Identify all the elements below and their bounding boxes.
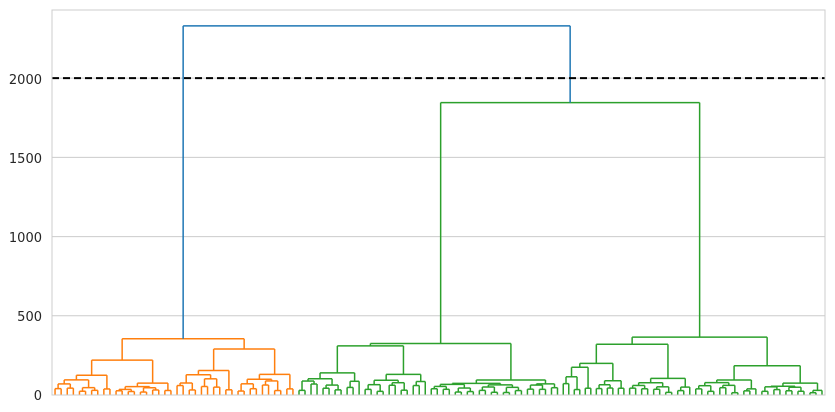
cluster-1-links	[54, 338, 294, 395]
y-axis-ticks: 0 500 1000 1500 2000	[9, 73, 42, 404]
plot-background	[52, 10, 825, 395]
y-tick-label-1500: 1500	[9, 152, 42, 167]
plot-frame	[51, 9, 826, 396]
y-tick-label-500: 500	[17, 310, 42, 325]
cluster-2-links	[298, 101, 823, 395]
y-tick-label-2000: 2000	[9, 73, 42, 88]
y-tick-label-1000: 1000	[9, 231, 42, 246]
root-link	[182, 25, 571, 339]
y-tick-label-0: 0	[34, 389, 42, 404]
